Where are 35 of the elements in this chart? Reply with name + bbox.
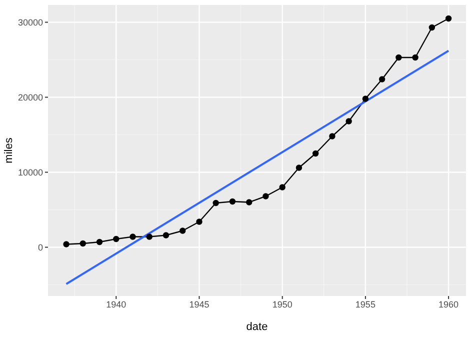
point [279, 184, 286, 190]
point [346, 118, 352, 124]
point [329, 133, 336, 140]
point [196, 218, 202, 225]
point [113, 236, 120, 242]
x-tick-label: 1940 [106, 299, 126, 310]
point [378, 76, 386, 82]
point [362, 96, 369, 102]
point [296, 164, 302, 171]
x-tick-label: 1950 [272, 299, 292, 310]
x-tick-label: 1945 [189, 299, 210, 310]
point [412, 54, 418, 61]
x-axis-title: date [246, 321, 268, 333]
x-tick-label: 1955 [355, 299, 376, 310]
point [130, 234, 136, 240]
point [63, 241, 70, 248]
point [445, 15, 452, 22]
point [162, 232, 170, 238]
point [246, 199, 252, 206]
point [229, 198, 236, 205]
point [146, 234, 152, 240]
point [96, 238, 103, 246]
y-tick-label: 20000 [18, 92, 43, 102]
point [180, 228, 186, 234]
y-axis-title: miles [2, 137, 15, 164]
y-tick-label: 0 [38, 242, 43, 252]
point [396, 54, 402, 61]
x-tick-label: 1960 [438, 299, 459, 310]
point [262, 193, 269, 200]
y-tick-label: 10000 [18, 167, 43, 178]
y-tick-label: 30000 [18, 17, 43, 28]
point [80, 240, 86, 247]
point [212, 200, 219, 206]
point [312, 150, 319, 157]
point [428, 24, 436, 31]
